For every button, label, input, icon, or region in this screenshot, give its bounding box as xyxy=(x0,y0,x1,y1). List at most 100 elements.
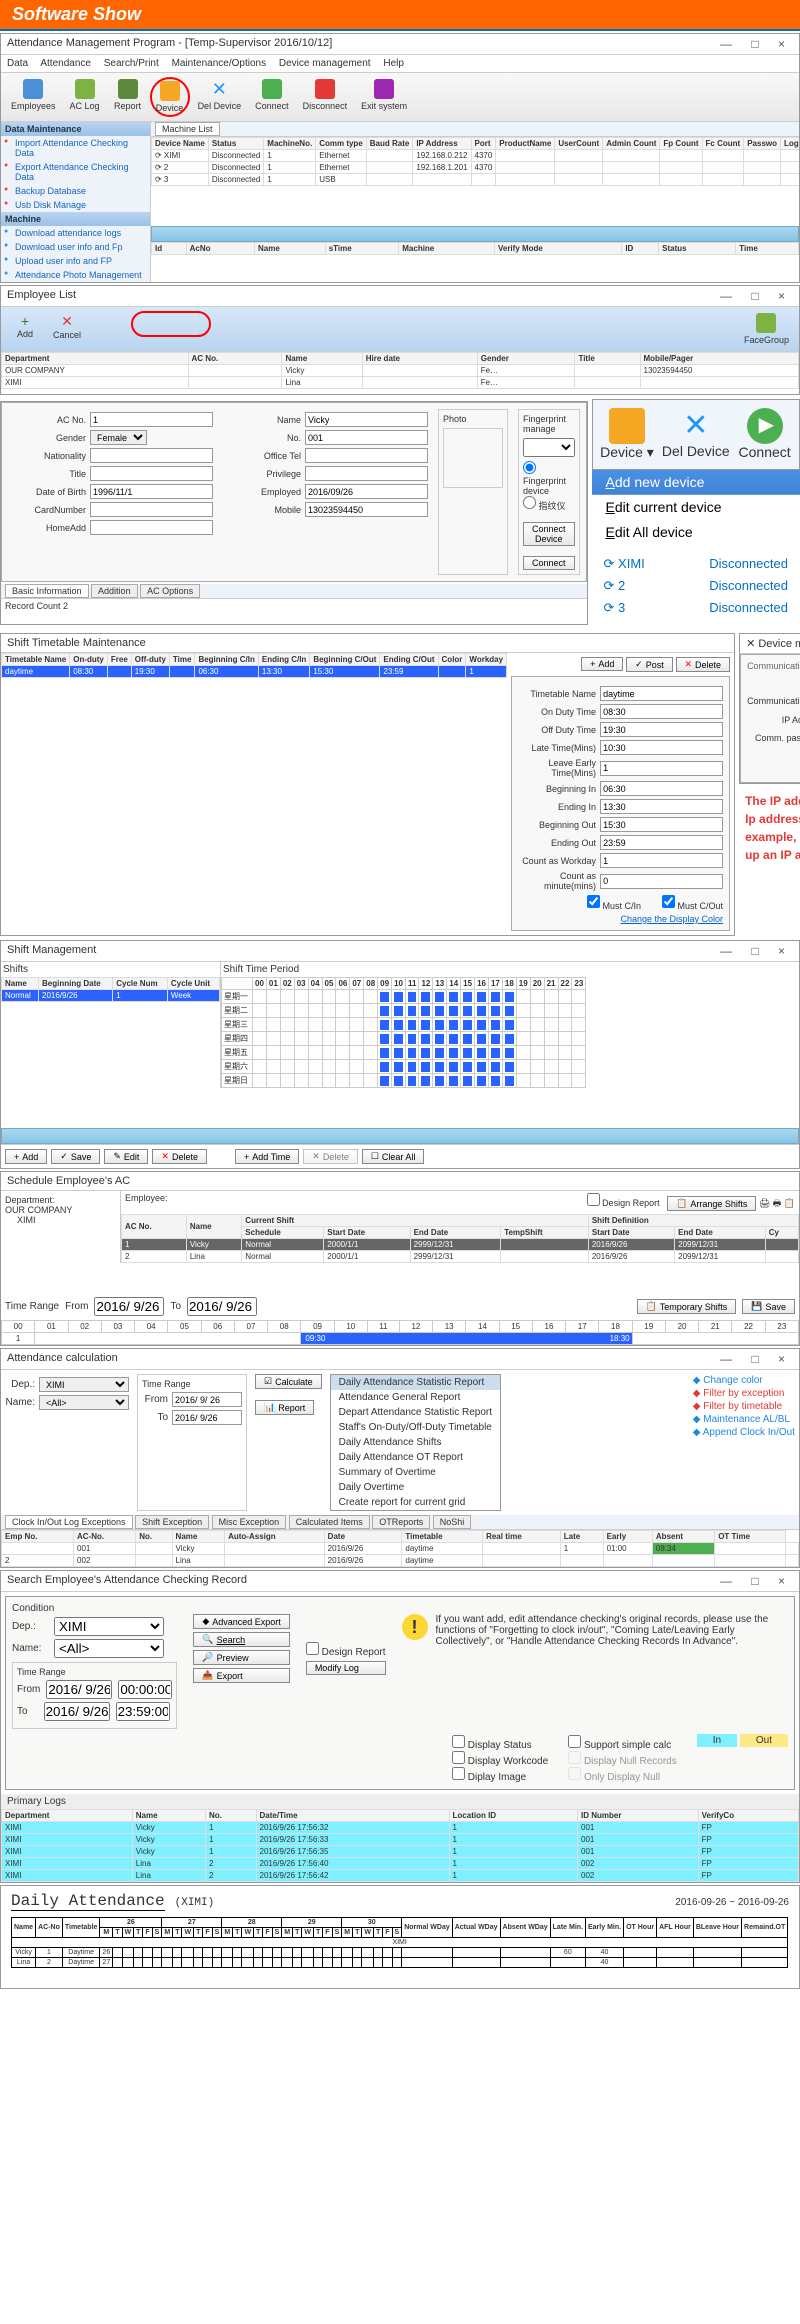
ac-from[interactable] xyxy=(172,1392,242,1407)
sm-save[interactable]: ✓ Save xyxy=(51,1149,100,1164)
f-title[interactable] xyxy=(90,466,213,481)
f-addr[interactable] xyxy=(90,520,213,535)
f-tel[interactable] xyxy=(305,448,428,463)
hscroll[interactable] xyxy=(151,226,799,242)
sr-ttime[interactable] xyxy=(116,1702,170,1721)
employee-form: AC No. GenderFemale Nationality Title Da… xyxy=(0,401,588,625)
sr-search[interactable]: 🔍 Search xyxy=(193,1632,289,1647)
ac-to[interactable] xyxy=(172,1410,242,1425)
tb-device[interactable]: Device xyxy=(150,77,190,117)
content-area: Machine List Device NameStatusMachineNo.… xyxy=(151,122,799,282)
btn-connect-fp[interactable]: Connect Device xyxy=(523,522,575,546)
menu-attendance[interactable]: Attendance xyxy=(40,58,91,69)
f-acno[interactable] xyxy=(90,412,213,427)
tt-form: Timetable NameOn Duty TimeOff Duty TimeL… xyxy=(511,676,730,931)
menu-device[interactable]: Device management xyxy=(279,58,371,69)
shift-list: NameBeginning DateCycle NumCycle Unit No… xyxy=(1,977,220,1002)
menu-maint[interactable]: Maintenance/Options xyxy=(172,58,267,69)
sm-add[interactable]: + Add xyxy=(5,1149,47,1164)
f-dob[interactable] xyxy=(90,484,213,499)
se-temp[interactable]: 📋 Temporary Shifts xyxy=(637,1299,737,1314)
sr-export[interactable]: 📤 Export xyxy=(193,1668,289,1683)
report-menu: Daily Attendance Statistic ReportAttenda… xyxy=(330,1374,501,1511)
tb-report[interactable]: Report xyxy=(108,77,148,117)
ac-name[interactable]: <All> xyxy=(39,1395,129,1410)
f-mob[interactable] xyxy=(305,502,428,517)
stt-title: Shift Timetable Maintenance xyxy=(1,634,734,653)
big-connect[interactable]: ▶Connect xyxy=(730,400,799,469)
sr-name[interactable]: <All> xyxy=(54,1639,164,1658)
el-add[interactable]: +Add xyxy=(5,311,45,347)
lower-grid: IdAcNoNamesTimeMachineVerify ModeIDStatu… xyxy=(151,242,799,255)
sidebar-item[interactable]: Download attendance logs xyxy=(1,226,150,240)
menu-search[interactable]: Search/Print xyxy=(104,58,159,69)
sidebar-item[interactable]: Import Attendance Checking Data xyxy=(1,136,150,160)
sr-to[interactable] xyxy=(44,1702,110,1721)
device-mini-list: ⟳ XIMIDisconnected ⟳ 2Disconnected ⟳ 3Di… xyxy=(592,545,800,627)
sr-modify[interactable]: Modify Log xyxy=(306,1661,386,1675)
ip-note: The IP address must the same as your dev… xyxy=(739,786,800,870)
f-nat[interactable] xyxy=(90,448,213,463)
sidebar-item[interactable]: Usb Disk Manage xyxy=(1,198,150,212)
arrange-btn[interactable]: 📋 Arrange Shifts xyxy=(667,1196,756,1211)
search-record: Search Employee's Attendance Checking Re… xyxy=(0,1570,800,1883)
sm-deltime[interactable]: ✕ Delete xyxy=(303,1149,358,1164)
big-deldevice[interactable]: ✕Del Device xyxy=(661,400,730,469)
f-emp[interactable] xyxy=(305,484,428,499)
tb-connect[interactable]: Connect xyxy=(249,77,295,117)
sidebar-item[interactable]: Backup Database xyxy=(1,184,150,198)
sidebar-item[interactable]: Attendance Photo Management xyxy=(1,268,150,282)
page-header: Software Show xyxy=(0,0,800,31)
sr-from[interactable] xyxy=(46,1680,112,1699)
tb-employees[interactable]: Employees xyxy=(5,77,62,117)
se-from[interactable] xyxy=(94,1297,164,1316)
tt-grid: Timetable NameOn-dutyFreeOff-dutyTimeBeg… xyxy=(1,653,507,678)
se-to[interactable] xyxy=(187,1297,257,1316)
se-save[interactable]: 💾 Save xyxy=(742,1299,795,1314)
sidebar-item[interactable]: Export Attendance Checking Data xyxy=(1,160,150,184)
sidebar-item[interactable]: Download user info and Fp xyxy=(1,240,150,254)
ac-report[interactable]: 📊 Report xyxy=(255,1400,314,1415)
tb-aclog[interactable]: AC Log xyxy=(64,77,106,117)
btn-connect2[interactable]: Connect xyxy=(523,556,575,570)
f-name[interactable] xyxy=(305,412,428,427)
tb-exit[interactable]: Exit system xyxy=(355,77,413,117)
f-priv[interactable] xyxy=(305,466,428,481)
device-dropdown: Add new device Edit current device Edit … xyxy=(592,470,800,545)
sr-ftime[interactable] xyxy=(118,1680,172,1699)
el-cancel[interactable]: ✕Cancel xyxy=(47,311,87,347)
shift-mgmt: Shift Management— □ × Shifts NameBeginni… xyxy=(0,940,800,1169)
sm-edit[interactable]: ✎ Edit xyxy=(104,1149,148,1164)
f-card[interactable] xyxy=(90,502,213,517)
menu-edit-all[interactable]: Edit All device xyxy=(592,520,800,545)
tt-post[interactable]: ✓ Post xyxy=(626,657,673,672)
tt-add[interactable]: + Add xyxy=(581,657,623,671)
menu-help[interactable]: Help xyxy=(383,58,404,69)
tb-deldevice[interactable]: ✕Del Device xyxy=(192,77,248,117)
sidebar-item[interactable]: Upload user info and FP xyxy=(1,254,150,268)
sm-clear[interactable]: ☐ Clear All xyxy=(362,1149,425,1164)
big-device[interactable]: Device ▾ xyxy=(593,400,662,469)
emp-list-strip: Employee List— □ × +Add ✕Cancel FaceGrou… xyxy=(0,285,800,395)
f-gender[interactable]: Female xyxy=(90,430,147,445)
sidebar: Data MaintenanceImport Attendance Checki… xyxy=(1,122,151,282)
f-no[interactable] xyxy=(305,430,428,445)
ac-dept[interactable]: XIMI xyxy=(39,1377,129,1392)
menu-add-device[interactable]: Add new device xyxy=(592,470,800,495)
window-controls[interactable]: — □ × xyxy=(720,37,793,51)
sm-addtime[interactable]: + Add Time xyxy=(235,1149,299,1164)
daily-grid: NameAC-NoTimetable2627282930Normal WDayA… xyxy=(11,1917,788,1968)
sched-grid: AC No.NameCurrent ShiftShift DefinitionS… xyxy=(121,1214,799,1263)
tab-machinelist[interactable]: Machine List xyxy=(155,122,220,136)
el-facegroup[interactable]: FaceGroup xyxy=(738,311,795,347)
menu-edit-current[interactable]: Edit current device xyxy=(592,495,800,520)
ac-calc[interactable]: ☑ Calculate xyxy=(255,1374,322,1389)
menu-data[interactable]: Data xyxy=(7,58,28,69)
sr-preview[interactable]: 🔎 Preview xyxy=(193,1650,289,1665)
fp-sel[interactable] xyxy=(523,438,575,457)
tb-disconnect[interactable]: Disconnect xyxy=(297,77,354,117)
sr-dept[interactable]: XIMI xyxy=(54,1617,164,1636)
sm-del[interactable]: ✕ Delete xyxy=(152,1149,207,1164)
sr-adv[interactable]: ◆ Advanced Export xyxy=(193,1614,289,1629)
tt-del[interactable]: ✕ Delete xyxy=(676,657,731,672)
